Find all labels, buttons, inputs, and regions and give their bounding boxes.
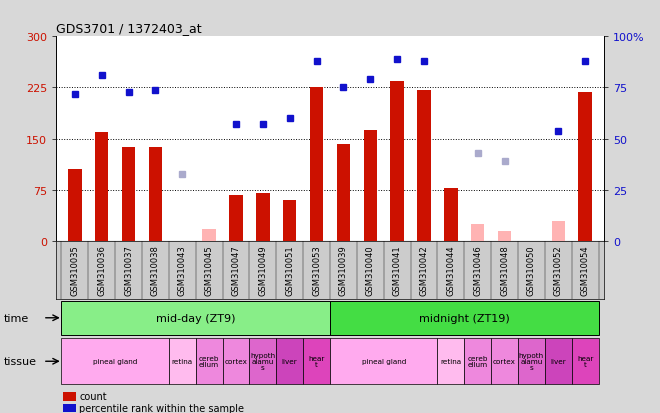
Text: GSM310040: GSM310040: [366, 244, 375, 295]
Text: GSM310048: GSM310048: [500, 244, 509, 295]
Bar: [61, 339, 169, 384]
Text: GSM310053: GSM310053: [312, 244, 321, 295]
Text: GSM310044: GSM310044: [446, 244, 455, 295]
Text: GSM310037: GSM310037: [124, 244, 133, 295]
Bar: [229, 195, 243, 242]
Text: cereb
ellum: cereb ellum: [467, 356, 488, 367]
Text: GSM310054: GSM310054: [581, 244, 589, 295]
Bar: [169, 339, 196, 384]
Text: liver: liver: [550, 358, 566, 364]
Bar: [417, 90, 431, 242]
Text: GSM310039: GSM310039: [339, 244, 348, 295]
Text: cortex: cortex: [493, 358, 516, 364]
Bar: [578, 93, 592, 242]
Text: GSM310042: GSM310042: [420, 244, 428, 295]
Text: cortex: cortex: [224, 358, 248, 364]
Text: time: time: [3, 313, 28, 323]
Text: hypoth
alamu
s: hypoth alamu s: [519, 352, 544, 370]
Bar: [68, 170, 82, 242]
Text: GSM310052: GSM310052: [554, 244, 563, 295]
Bar: [203, 229, 216, 242]
Bar: [222, 339, 249, 384]
Bar: [148, 147, 162, 242]
Bar: [283, 201, 296, 242]
Text: retina: retina: [440, 358, 461, 364]
Bar: [61, 301, 330, 335]
Bar: [464, 339, 491, 384]
Text: hear
t: hear t: [308, 356, 325, 367]
Bar: [277, 339, 303, 384]
Bar: [544, 339, 572, 384]
Text: GSM310038: GSM310038: [151, 244, 160, 295]
Text: GSM310036: GSM310036: [97, 244, 106, 295]
Bar: [391, 82, 404, 242]
Bar: [572, 339, 599, 384]
Text: GSM310050: GSM310050: [527, 244, 536, 295]
Bar: [249, 339, 277, 384]
Text: hypoth
alamu
s: hypoth alamu s: [250, 352, 275, 370]
Bar: [256, 194, 269, 242]
Text: retina: retina: [172, 358, 193, 364]
Text: liver: liver: [282, 358, 298, 364]
Text: tissue: tissue: [3, 356, 36, 366]
Text: GSM310041: GSM310041: [393, 244, 402, 295]
Bar: [552, 221, 565, 242]
Text: mid-day (ZT9): mid-day (ZT9): [156, 313, 236, 323]
Text: GSM310035: GSM310035: [71, 244, 79, 295]
Text: GSM310047: GSM310047: [232, 244, 240, 295]
Text: GSM310051: GSM310051: [285, 244, 294, 295]
Text: hear
t: hear t: [577, 356, 593, 367]
Text: GSM310043: GSM310043: [178, 244, 187, 295]
Bar: [122, 147, 135, 242]
Bar: [498, 231, 512, 242]
Text: percentile rank within the sample: percentile rank within the sample: [79, 403, 244, 413]
Text: pineal gland: pineal gland: [362, 358, 406, 364]
Bar: [444, 188, 457, 242]
Bar: [491, 339, 518, 384]
Text: GSM310046: GSM310046: [473, 244, 482, 295]
Text: GDS3701 / 1372403_at: GDS3701 / 1372403_at: [56, 22, 202, 35]
Text: midnight (ZT19): midnight (ZT19): [419, 313, 510, 323]
Bar: [364, 131, 377, 242]
Bar: [471, 225, 484, 242]
Bar: [518, 339, 544, 384]
Text: GSM310049: GSM310049: [258, 244, 267, 295]
Bar: [337, 144, 350, 242]
Text: cereb
ellum: cereb ellum: [199, 356, 219, 367]
Text: GSM310045: GSM310045: [205, 244, 214, 295]
Bar: [196, 339, 222, 384]
Bar: [330, 339, 438, 384]
Bar: [330, 301, 599, 335]
Bar: [95, 133, 108, 242]
Text: pineal gland: pineal gland: [93, 358, 137, 364]
Bar: [438, 339, 464, 384]
Bar: [303, 339, 330, 384]
Text: count: count: [79, 392, 107, 401]
Bar: [310, 88, 323, 242]
